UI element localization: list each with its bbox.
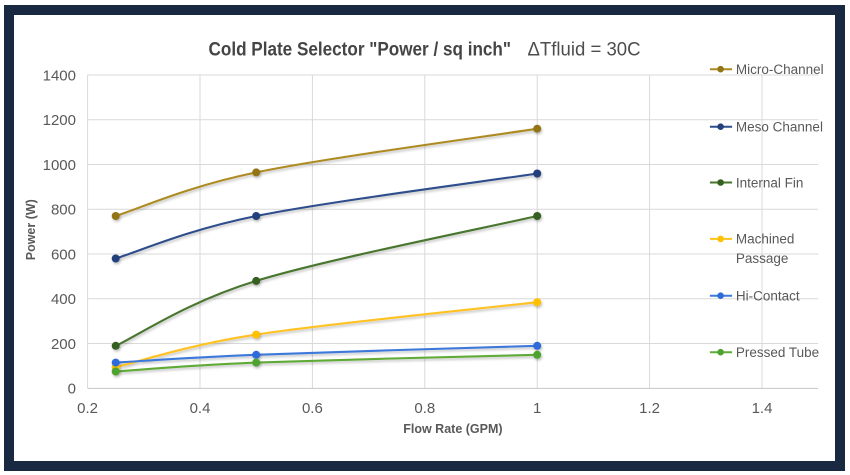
svg-text:0.4: 0.4 — [190, 400, 211, 417]
svg-text:Micro-Channel: Micro-Channel — [736, 62, 824, 77]
svg-text:Cold Plate Selector "Power /: Cold Plate Selector "Power / sq inch" — [209, 40, 512, 61]
svg-text:0.8: 0.8 — [414, 400, 435, 417]
svg-text:Flow Rate (GPM): Flow Rate (GPM) — [403, 422, 502, 436]
svg-text:Hi-Contact: Hi-Contact — [736, 289, 800, 304]
svg-text:600: 600 — [51, 246, 76, 263]
svg-text:Passage: Passage — [736, 251, 789, 266]
svg-text:Pressed Tube: Pressed Tube — [736, 345, 819, 360]
svg-text:1.4: 1.4 — [752, 400, 773, 417]
svg-text:1: 1 — [533, 400, 541, 417]
svg-text:0.2: 0.2 — [77, 400, 98, 417]
svg-text:800: 800 — [51, 202, 76, 219]
svg-text:1400: 1400 — [43, 67, 76, 84]
svg-text:1000: 1000 — [43, 157, 76, 174]
svg-text:1.2: 1.2 — [639, 400, 660, 417]
svg-text:1200: 1200 — [43, 112, 76, 129]
svg-text:Internal Fin: Internal Fin — [736, 175, 804, 190]
svg-text:Power (W): Power (W) — [24, 199, 38, 260]
svg-text:Machined: Machined — [736, 232, 795, 247]
svg-text:400: 400 — [51, 291, 76, 308]
svg-text:Meso Channel: Meso Channel — [736, 120, 823, 135]
svg-text:0.6: 0.6 — [302, 400, 323, 417]
svg-text:ΔTfluid = 30C: ΔTfluid = 30C — [528, 40, 641, 61]
svg-text:200: 200 — [51, 336, 76, 353]
svg-text:0: 0 — [68, 381, 76, 398]
